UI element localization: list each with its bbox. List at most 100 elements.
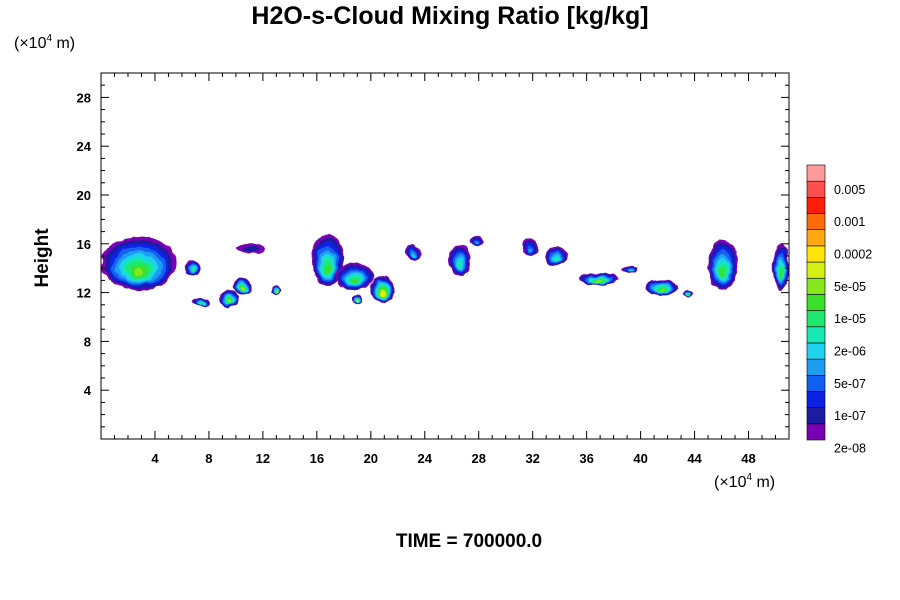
colorbar-swatch-6 — [806, 326, 826, 344]
y-tick-label-3: 16 — [77, 237, 91, 252]
cloud-contour-20-8 — [720, 268, 726, 277]
cloud-contour-11-5 — [412, 252, 416, 257]
cloud-contour-12-6 — [457, 261, 462, 268]
cloud-region-18 — [646, 280, 679, 296]
colorbar-label-7: 1e-07 — [834, 409, 866, 423]
colorbar-label-3: 5e-05 — [834, 280, 866, 294]
colorbar-swatch-12 — [806, 229, 826, 247]
colorbar-label-0: 0.005 — [834, 183, 865, 197]
cloud-region-5 — [235, 243, 266, 254]
cloud-contour-1-7 — [191, 269, 195, 272]
colorbar-swatch-0 — [806, 423, 826, 441]
colorbar-swatch-7 — [806, 310, 826, 328]
x-unit-exponent: 4 — [746, 472, 753, 483]
cloud-contour-21-8 — [779, 270, 783, 278]
colorbar-label-1: 0.001 — [834, 215, 865, 229]
x-tick-label-1: 8 — [205, 451, 212, 466]
y-tick-label-1: 8 — [84, 334, 91, 349]
cloud-contour-15-6 — [554, 257, 560, 261]
x-tick-label-11: 48 — [741, 451, 755, 466]
cloud-region-13 — [470, 236, 485, 247]
y-unit-prefix: (×10 — [14, 35, 47, 52]
cloud-region-12 — [449, 243, 471, 276]
cloud-contour-16-9 — [596, 280, 602, 283]
colorbar-label-2: 0.0002 — [834, 247, 872, 261]
cloud-region-9 — [351, 295, 363, 305]
cloud-contour-9-10 — [356, 300, 359, 303]
colorbar-swatch-3 — [806, 374, 826, 392]
cloud-region-17 — [621, 265, 638, 274]
x-tick-label-0: 4 — [151, 451, 159, 466]
x-tick-label-7: 32 — [525, 451, 539, 466]
cloud-region-14 — [521, 238, 539, 256]
x-tick-label-5: 24 — [418, 451, 433, 466]
x-axis-unit: (×104 m) — [714, 472, 775, 492]
cloud-contour-8-8 — [351, 278, 358, 283]
cloud-contour-10-11 — [381, 291, 385, 295]
colorbar-label-4: 1e-05 — [834, 312, 866, 326]
cloud-region-7 — [311, 234, 344, 287]
cloud-region-10 — [370, 275, 396, 303]
cloud-region-4 — [233, 277, 253, 296]
colorbar-swatch-11 — [806, 245, 826, 263]
cloud-contour-5-1 — [242, 246, 260, 253]
colorbar-swatch-8 — [806, 294, 826, 311]
colorbar-swatch-14 — [806, 197, 826, 214]
colorbar-swatch-13 — [806, 213, 826, 231]
colorbar-swatch-4 — [806, 358, 826, 376]
time-label-text: TIME = 700000.0 — [395, 531, 543, 552]
colorbar-swatch-15 — [806, 180, 826, 198]
y-axis-unit: (×104 m) — [14, 33, 75, 53]
cloud-region-20 — [708, 238, 738, 291]
time-label: TIME = 700000.0 — [0, 531, 900, 553]
cloud-contour-14-4 — [527, 247, 533, 253]
colorbar-swatch-10 — [806, 261, 826, 279]
cloud-contour-3-10 — [227, 300, 231, 303]
cloud-region-3 — [219, 290, 239, 308]
plot-frame — [100, 72, 790, 440]
x-tick-label-6: 28 — [471, 451, 485, 466]
cloud-region-21 — [772, 243, 789, 291]
cloud-field — [101, 234, 789, 308]
y-tick-label-2: 12 — [77, 286, 91, 301]
colorbar-label-6: 5e-07 — [834, 377, 866, 391]
x-tick-label-8: 36 — [579, 451, 593, 466]
cloud-contour-0-9 — [133, 268, 144, 276]
colorbar: 0.005 0.001 0.0002 5e-05 1e-05 2e-06 5e-07 1e-0… — [806, 164, 872, 456]
x-tick-label-9: 40 — [633, 451, 647, 466]
cloud-contour-7-8 — [325, 264, 331, 273]
y-tick-label-0: 4 — [84, 383, 92, 398]
cloud-region-6 — [270, 285, 282, 296]
cloud-region-1 — [184, 260, 201, 276]
colorbar-label-5: 2e-06 — [834, 345, 866, 359]
colorbar-label-8: 2e-08 — [834, 442, 866, 456]
colorbar-swatch-5 — [806, 342, 826, 360]
cloud-contour-2-8 — [199, 302, 203, 305]
cloud-region-16 — [578, 273, 620, 286]
y-tick-label-5: 24 — [77, 139, 92, 154]
cloud-region-2 — [192, 297, 209, 308]
colorbar-swatch-1 — [806, 407, 826, 425]
cloud-contour-13-4 — [475, 241, 480, 244]
cloud-contour-18-9 — [660, 289, 665, 292]
x-unit-prefix: (×10 — [714, 474, 747, 491]
colorbar-swatch-9 — [806, 277, 826, 295]
colorbar-swatch-16 — [806, 164, 826, 182]
cloud-contour-19-8 — [685, 293, 688, 296]
cloud-region-11 — [405, 243, 423, 261]
x-unit-suffix: m) — [752, 474, 776, 491]
cloud-region-8 — [335, 263, 374, 291]
y-tick-label-6: 28 — [77, 90, 91, 105]
cloud-contour-6-10 — [275, 290, 278, 293]
y-tick-label-4: 20 — [77, 188, 91, 203]
x-tick-label-3: 16 — [310, 451, 324, 466]
x-tick-label-4: 20 — [364, 451, 378, 466]
y-unit-exponent: 4 — [46, 33, 53, 44]
x-tick-label-2: 12 — [256, 451, 270, 466]
colorbar-swatch-2 — [806, 391, 826, 408]
cloud-region-0 — [101, 236, 177, 291]
cloud-region-19 — [681, 290, 692, 298]
cloud-contour-17-5 — [628, 269, 632, 272]
